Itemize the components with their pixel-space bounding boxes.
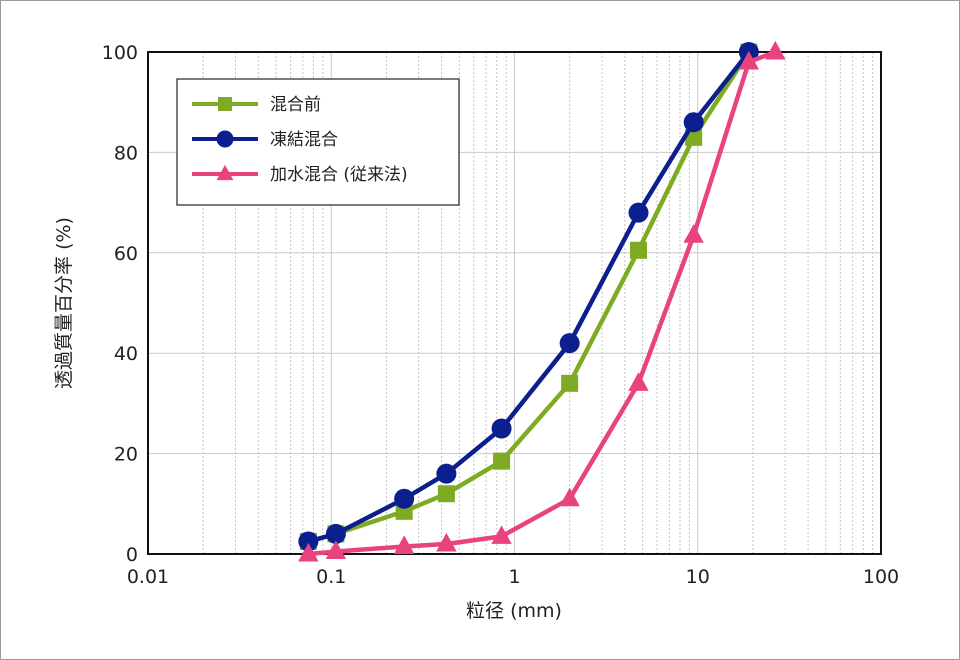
y-tick-label: 100 xyxy=(102,42,138,64)
data-point-circle xyxy=(216,130,234,148)
data-point-circle xyxy=(559,333,580,354)
x-tick-label: 0.1 xyxy=(316,566,346,588)
data-point-square xyxy=(561,374,579,392)
data-point-triangle xyxy=(738,50,760,70)
x-tick-label: 1 xyxy=(508,566,520,588)
data-point-circle xyxy=(628,202,649,223)
series-triangle xyxy=(298,40,786,562)
data-point-circle xyxy=(683,112,704,133)
y-axis-title: 透過質量百分率 (%) xyxy=(53,217,75,389)
legend-label: 凍結混合 xyxy=(270,130,338,150)
data-point-triangle xyxy=(491,525,512,544)
data-point-triangle xyxy=(436,532,457,552)
plot-border xyxy=(147,51,882,555)
x-tick-label: 0.01 xyxy=(127,566,169,588)
data-point-circle xyxy=(298,531,319,552)
data-point-square xyxy=(630,241,648,259)
tick-labels: 0.01 0.1 1 10 100 0 20 40 60 80 100 xyxy=(102,42,899,588)
x-tick-label: 100 xyxy=(863,566,899,588)
data-point-circle xyxy=(436,463,457,484)
data-point-triangle xyxy=(765,40,786,60)
x-tick-label: 10 xyxy=(686,566,710,588)
legend-label: 加水混合 (従来法) xyxy=(270,165,408,185)
data-point-square xyxy=(437,485,455,503)
x-axis-title: 粒径 (mm) xyxy=(466,600,562,622)
y-tick-label: 20 xyxy=(114,444,138,466)
y-tick-label: 60 xyxy=(114,243,138,265)
series-circle xyxy=(298,42,759,552)
series-line xyxy=(308,49,777,557)
y-tick-label: 0 xyxy=(126,544,138,566)
data-point-triangle xyxy=(325,540,347,559)
data-point-circle xyxy=(394,488,415,509)
data-point-triangle xyxy=(628,372,649,391)
data-point-triangle xyxy=(393,535,415,554)
y-tick-label: 40 xyxy=(114,343,138,365)
legend-label: 混合前 xyxy=(270,95,321,115)
data-point-triangle xyxy=(559,487,580,507)
y-tick-label: 80 xyxy=(114,142,138,164)
data-series xyxy=(298,40,786,562)
data-point-circle xyxy=(491,418,512,439)
data-point-triangle xyxy=(216,164,234,181)
data-point-triangle xyxy=(683,224,704,243)
data-point-square xyxy=(218,97,232,111)
data-point-square xyxy=(493,452,511,470)
data-point-triangle xyxy=(298,542,319,562)
data-point-circle xyxy=(325,523,346,544)
